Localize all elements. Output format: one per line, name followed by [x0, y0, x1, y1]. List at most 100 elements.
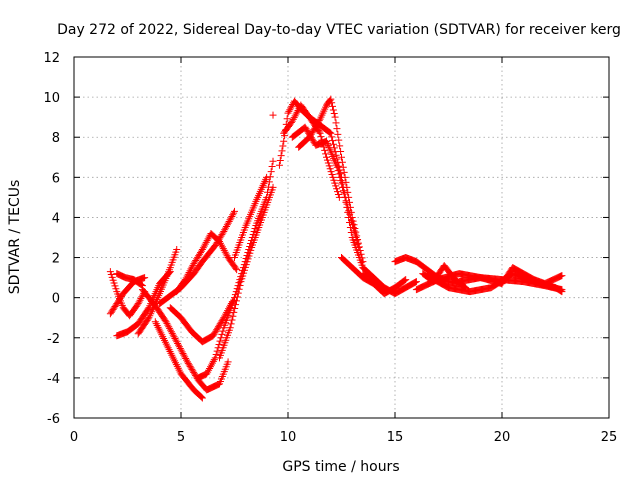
data-point [358, 254, 366, 262]
data-point [306, 132, 314, 140]
data-point [330, 110, 338, 118]
data-point [327, 168, 335, 176]
data-point [329, 173, 337, 181]
data-point [401, 276, 409, 284]
data-point [347, 213, 355, 221]
data-point [144, 305, 152, 313]
data-point [330, 176, 338, 184]
data-point [244, 255, 252, 263]
data-point [112, 285, 120, 293]
series-arc-18 [288, 123, 363, 252]
data-point [243, 258, 251, 266]
data-point [213, 326, 221, 334]
x-tick-label: 10 [280, 430, 297, 445]
data-point [189, 367, 197, 375]
data-point [250, 227, 258, 235]
data-point [323, 156, 331, 164]
data-point [175, 341, 183, 349]
data-point [309, 127, 317, 135]
data-point [334, 188, 342, 196]
data-point [183, 358, 191, 366]
data-point [346, 210, 354, 218]
data-point [332, 182, 340, 190]
data-point [223, 221, 231, 229]
data-point [334, 167, 342, 175]
data-point [219, 327, 227, 335]
data-point [215, 340, 223, 348]
data-point [348, 220, 356, 228]
data-point [171, 334, 179, 342]
data-point [303, 126, 311, 134]
data-point [352, 234, 360, 241]
data-point [212, 350, 220, 358]
data-point [313, 121, 321, 129]
data-point [345, 207, 353, 215]
series-arc-14 [269, 111, 277, 119]
data-point [224, 358, 232, 366]
data-point [202, 238, 210, 246]
x-tick-label: 20 [494, 430, 511, 445]
data-point [290, 114, 298, 122]
series-arc-9 [173, 229, 241, 296]
data-point [333, 163, 341, 171]
data-point [277, 152, 285, 160]
x-tick-label: 5 [177, 430, 185, 445]
data-point [323, 153, 331, 161]
data-point [329, 106, 337, 114]
y-tick-label: -2 [47, 332, 60, 347]
y-tick-label: 10 [43, 91, 60, 106]
data-point [342, 178, 350, 186]
data-point [182, 355, 190, 363]
data-point [329, 140, 337, 148]
data-point [203, 370, 211, 378]
series-arc-20 [359, 270, 420, 298]
data-point [234, 289, 242, 297]
data-point [336, 142, 344, 150]
data-point [206, 365, 214, 373]
data-point [232, 264, 240, 272]
data-point [325, 128, 333, 136]
data-point [214, 323, 222, 331]
data-point [333, 185, 341, 193]
data-point [315, 128, 323, 136]
data-point [109, 276, 117, 284]
data-point [247, 246, 255, 254]
data-point [313, 120, 321, 128]
data-point [338, 153, 345, 161]
data-point [322, 150, 330, 158]
data-point [228, 316, 236, 324]
data-point [336, 173, 344, 181]
data-point [289, 115, 297, 123]
data-point [219, 245, 227, 253]
data-point [310, 126, 318, 134]
data-point [341, 193, 349, 201]
data-point [354, 240, 362, 248]
data-point [172, 336, 180, 344]
data-point [304, 128, 312, 136]
data-point [200, 242, 208, 250]
y-tick-label: 2 [52, 252, 60, 267]
data-point [294, 106, 302, 114]
data-point [108, 273, 116, 281]
data-point [181, 353, 189, 361]
data-point [355, 244, 363, 252]
data-point [558, 288, 566, 296]
data-point [275, 161, 283, 169]
data-point [334, 191, 342, 199]
data-point [326, 129, 334, 137]
data-point [557, 287, 565, 295]
data-point [400, 277, 408, 285]
data-point [311, 124, 319, 132]
data-point [221, 248, 229, 256]
data-point [340, 168, 348, 176]
data-point [308, 135, 316, 143]
data-point [198, 394, 206, 402]
data-point [185, 361, 193, 369]
data-point [188, 365, 196, 373]
data-point [302, 125, 310, 133]
data-point [235, 285, 243, 293]
data-point [220, 246, 228, 254]
data-point [269, 183, 277, 191]
data-point [184, 270, 192, 278]
data-point [461, 283, 469, 291]
